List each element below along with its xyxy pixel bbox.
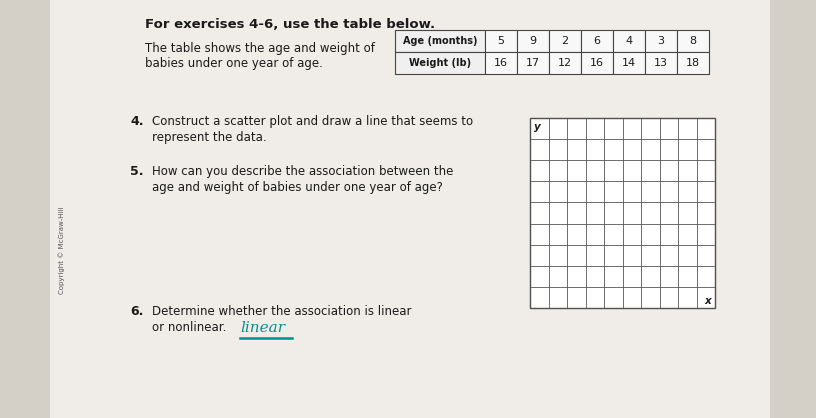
Bar [549,52,581,74]
Text: 17: 17 [526,58,540,68]
Bar [485,30,517,52]
Bar [517,52,549,74]
Text: Weight (lb): Weight (lb) [409,58,471,68]
Bar [677,52,709,74]
Text: 13: 13 [654,58,668,68]
Text: 3: 3 [658,36,664,46]
Bar [549,30,581,52]
Bar [530,118,715,308]
Text: Construct a scatter plot and draw a line that seems to: Construct a scatter plot and draw a line… [152,115,473,128]
Text: x: x [704,296,711,306]
Text: 16: 16 [590,58,604,68]
Text: Determine whether the association is linear: Determine whether the association is lin… [152,305,411,318]
Text: linear: linear [240,321,285,335]
Text: 5.: 5. [130,165,144,178]
Bar [645,30,677,52]
Bar [395,30,485,52]
Text: The table shows the age and weight of: The table shows the age and weight of [145,42,375,55]
Text: 6: 6 [593,36,601,46]
Bar [613,52,645,74]
Bar [581,30,613,52]
Text: 4.: 4. [130,115,144,128]
Bar [50,0,770,418]
Text: represent the data.: represent the data. [152,131,267,144]
Text: 6.: 6. [130,305,144,318]
Text: Age (months): Age (months) [403,36,477,46]
Bar [517,30,549,52]
Text: y: y [534,122,541,132]
Text: 9: 9 [530,36,537,46]
Text: Copyright © McGraw-Hill: Copyright © McGraw-Hill [59,206,65,294]
Text: 5: 5 [498,36,504,46]
Text: 18: 18 [686,58,700,68]
Text: 14: 14 [622,58,636,68]
Bar [581,52,613,74]
Bar [645,52,677,74]
Text: How can you describe the association between the: How can you describe the association bet… [152,165,454,178]
Text: 12: 12 [558,58,572,68]
Text: For exercises 4-6, use the table below.: For exercises 4-6, use the table below. [145,18,435,31]
Bar [677,30,709,52]
Text: or nonlinear.: or nonlinear. [152,321,226,334]
Text: 8: 8 [690,36,697,46]
Text: 16: 16 [494,58,508,68]
Text: 2: 2 [561,36,569,46]
Text: age and weight of babies under one year of age?: age and weight of babies under one year … [152,181,443,194]
Text: babies under one year of age.: babies under one year of age. [145,57,323,70]
Bar [613,30,645,52]
Text: 4: 4 [625,36,632,46]
Bar [395,52,485,74]
Bar [485,52,517,74]
